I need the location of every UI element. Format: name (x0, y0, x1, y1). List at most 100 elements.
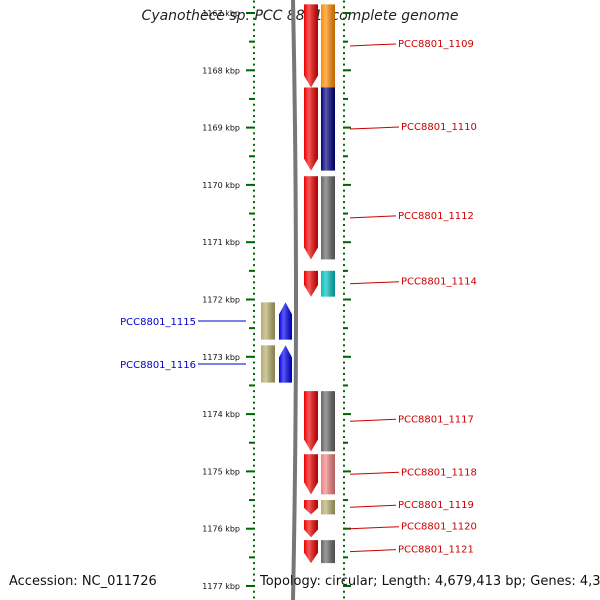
minor-tick (253, 17, 255, 20)
minor-tick (253, 246, 255, 249)
gene-label[interactable]: PCC8801_1120 (401, 522, 477, 533)
gene-label[interactable]: PCC8801_1112 (398, 211, 474, 222)
gene-labels: PCC8801_1109 PCC8801_1110 PCC8801_1112 PCC8… (120, 39, 477, 556)
gene-feature[interactable] (261, 345, 292, 383)
minor-tick (343, 115, 345, 118)
half-tick (249, 327, 254, 330)
minor-tick (253, 103, 255, 106)
gene-arrow-shade (304, 540, 318, 564)
minor-tick (253, 229, 255, 232)
minor-tick (343, 0, 345, 3)
minor-tick (343, 344, 345, 347)
gene-label[interactable]: PCC8801_1119 (398, 500, 474, 511)
minor-tick (343, 75, 345, 78)
gene-label[interactable]: PCC8801_1110 (401, 122, 477, 133)
label-leader (349, 215, 397, 219)
minor-tick (343, 109, 345, 112)
minor-tick (253, 407, 255, 410)
minor-tick (253, 304, 255, 307)
minor-tick (253, 281, 255, 284)
minor-tick (253, 52, 255, 55)
gene-label[interactable]: PCC8801_1109 (398, 39, 474, 50)
minor-tick (343, 138, 345, 141)
minor-tick (253, 344, 255, 347)
label-leader (349, 504, 397, 508)
gene-feature[interactable] (304, 500, 335, 515)
minor-tick (343, 309, 345, 312)
minor-tick (343, 424, 345, 427)
minor-tick (343, 57, 345, 60)
minor-tick (253, 115, 255, 118)
minor-tick (253, 138, 255, 141)
minor-tick (253, 401, 255, 404)
minor-tick (343, 34, 345, 37)
minor-tick (343, 361, 345, 364)
gene-feature[interactable] (304, 454, 335, 495)
minor-tick (343, 224, 345, 227)
minor-tick (343, 453, 345, 456)
half-tick (343, 269, 348, 272)
gene-label[interactable]: PCC8801_1117 (398, 414, 474, 425)
tick-label: 1174 kbp (202, 410, 240, 419)
half-tick (343, 40, 348, 43)
minor-tick (253, 201, 255, 204)
minor-tick (253, 487, 255, 490)
half-tick (343, 97, 348, 100)
major-tick (246, 470, 254, 473)
minor-tick (343, 178, 345, 181)
minor-tick (253, 521, 255, 524)
half-tick (249, 441, 254, 444)
major-tick (343, 470, 351, 473)
minor-tick (253, 258, 255, 261)
minor-tick (343, 29, 345, 32)
major-tick (246, 585, 254, 587)
major-tick (246, 355, 254, 358)
half-tick (249, 499, 254, 502)
gene-feature[interactable] (304, 176, 335, 260)
minor-tick (343, 235, 345, 238)
gene-feature[interactable] (304, 270, 335, 297)
minor-tick (253, 367, 255, 370)
minor-tick (343, 80, 345, 83)
gene-feature[interactable] (304, 87, 335, 171)
minor-tick (253, 80, 255, 83)
gene-arrow-shade (304, 520, 318, 538)
gene-feature[interactable] (304, 540, 335, 564)
label-leader (349, 418, 397, 422)
minor-tick (343, 436, 345, 439)
gene-feature[interactable] (261, 302, 292, 340)
minor-tick (253, 481, 255, 484)
major-tick (343, 527, 351, 530)
label-leader (349, 281, 400, 285)
minor-tick (253, 309, 255, 312)
half-tick (249, 155, 254, 158)
major-tick (343, 298, 351, 301)
half-tick (249, 97, 254, 100)
gene-label[interactable]: PCC8801_1118 (401, 467, 477, 478)
gene-arrow-shade (279, 345, 292, 383)
minor-tick (343, 229, 345, 232)
minor-tick (343, 86, 345, 89)
gene-feature[interactable] (304, 520, 318, 538)
minor-tick (343, 516, 345, 519)
gene-label[interactable]: PCC8801_1114 (401, 277, 477, 288)
gene-track (261, 4, 335, 564)
minor-tick (253, 23, 255, 26)
gene-category-shade (321, 500, 335, 515)
gene-arrow-shade (304, 87, 318, 171)
minor-tick (343, 562, 345, 565)
tick-label: 1168 kbp (202, 66, 240, 75)
major-tick (343, 585, 351, 587)
gene-feature[interactable] (304, 391, 335, 452)
label-leader (349, 43, 397, 47)
tick-label: 1167 kbp (202, 9, 240, 18)
minor-tick (253, 195, 255, 198)
minor-tick (253, 172, 255, 175)
minor-tick (343, 567, 345, 570)
gene-label[interactable]: PCC8801_1116 (120, 360, 196, 371)
minor-tick (253, 430, 255, 433)
gene-label[interactable]: PCC8801_1121 (398, 545, 474, 556)
gene-feature[interactable] (304, 4, 335, 88)
minor-tick (253, 596, 255, 599)
gene-label[interactable]: PCC8801_1115 (120, 317, 196, 328)
